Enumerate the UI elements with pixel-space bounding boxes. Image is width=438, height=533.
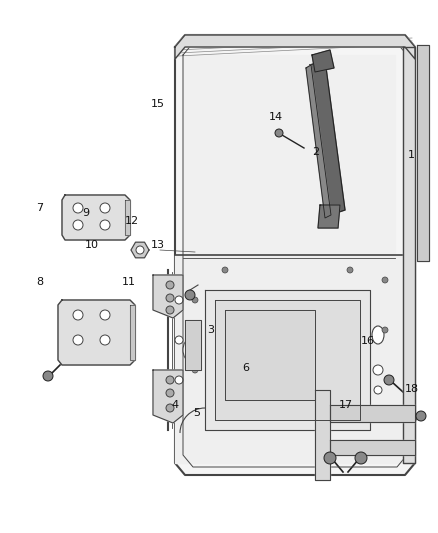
Circle shape	[43, 371, 53, 381]
Polygon shape	[131, 242, 149, 258]
Circle shape	[175, 376, 183, 384]
Circle shape	[166, 306, 174, 314]
Ellipse shape	[183, 339, 197, 361]
Circle shape	[73, 310, 83, 320]
Circle shape	[324, 452, 336, 464]
Circle shape	[355, 452, 367, 464]
Circle shape	[382, 277, 388, 283]
Text: 17: 17	[339, 400, 353, 410]
Text: 2: 2	[312, 147, 319, 157]
Circle shape	[347, 267, 353, 273]
Circle shape	[192, 367, 198, 373]
Polygon shape	[315, 390, 330, 480]
Text: 10: 10	[85, 240, 99, 250]
Circle shape	[373, 365, 383, 375]
Polygon shape	[62, 195, 130, 240]
Polygon shape	[153, 275, 183, 318]
Polygon shape	[58, 300, 135, 365]
Polygon shape	[318, 205, 340, 228]
Circle shape	[136, 246, 144, 254]
Text: 6: 6	[242, 363, 249, 373]
Polygon shape	[215, 300, 360, 420]
Polygon shape	[312, 50, 334, 72]
Circle shape	[100, 220, 110, 230]
Polygon shape	[330, 440, 415, 455]
Polygon shape	[306, 65, 331, 218]
Circle shape	[175, 296, 183, 304]
Circle shape	[166, 389, 174, 397]
Text: 9: 9	[82, 208, 89, 218]
Circle shape	[166, 294, 174, 302]
Text: 1: 1	[408, 150, 415, 159]
Circle shape	[100, 335, 110, 345]
Circle shape	[166, 281, 174, 289]
Polygon shape	[225, 310, 315, 400]
Ellipse shape	[372, 326, 384, 344]
Text: 8: 8	[36, 278, 43, 287]
Circle shape	[384, 375, 394, 385]
Circle shape	[416, 411, 426, 421]
Text: 5: 5	[194, 408, 201, 418]
Text: 11: 11	[122, 278, 136, 287]
Circle shape	[192, 297, 198, 303]
Polygon shape	[183, 55, 395, 255]
Text: 18: 18	[405, 384, 419, 394]
Circle shape	[166, 376, 174, 384]
Text: 16: 16	[361, 336, 375, 346]
Text: 13: 13	[151, 240, 165, 250]
Text: 12: 12	[124, 216, 138, 226]
Text: 14: 14	[269, 112, 283, 122]
Polygon shape	[175, 255, 403, 463]
Text: 4: 4	[172, 400, 179, 410]
Circle shape	[374, 386, 382, 394]
Circle shape	[185, 290, 195, 300]
Circle shape	[100, 310, 110, 320]
Circle shape	[73, 335, 83, 345]
Polygon shape	[330, 405, 415, 422]
Polygon shape	[205, 290, 370, 430]
Circle shape	[73, 203, 83, 213]
Text: 15: 15	[151, 99, 165, 109]
Circle shape	[275, 129, 283, 137]
Polygon shape	[403, 47, 415, 463]
Polygon shape	[125, 200, 130, 235]
Circle shape	[166, 404, 174, 412]
Circle shape	[222, 267, 228, 273]
Polygon shape	[175, 35, 415, 59]
Text: 3: 3	[207, 326, 214, 335]
Circle shape	[175, 336, 183, 344]
Circle shape	[382, 327, 388, 333]
Polygon shape	[130, 305, 135, 360]
Text: 7: 7	[36, 203, 43, 213]
Polygon shape	[153, 370, 183, 423]
Polygon shape	[175, 35, 415, 475]
Circle shape	[100, 203, 110, 213]
Circle shape	[73, 220, 83, 230]
Polygon shape	[185, 320, 201, 370]
Polygon shape	[417, 45, 429, 261]
Polygon shape	[310, 60, 345, 215]
